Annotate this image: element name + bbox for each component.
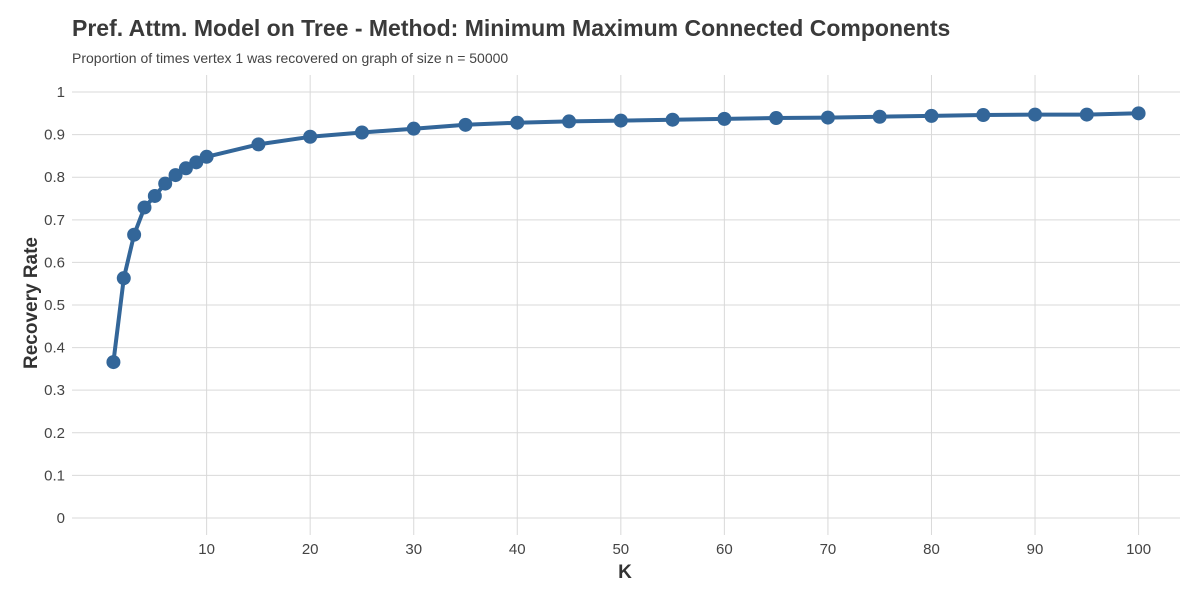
y-tick-label: 0.1 — [44, 467, 65, 484]
data-point — [189, 155, 204, 170]
x-tick-label: 30 — [405, 541, 422, 558]
chart-subtitle: Proportion of times vertex 1 was recover… — [72, 50, 509, 66]
data-point — [147, 188, 162, 203]
y-tick-label: 0.9 — [44, 127, 65, 144]
data-point — [458, 117, 473, 132]
data-point — [106, 355, 121, 370]
y-tick-label: 0.8 — [44, 169, 65, 186]
y-tick-labels: 0 0.1 0.2 0.3 0.4 0.5 0.6 0.7 0.8 0.9 1 — [44, 84, 65, 527]
data-point — [665, 112, 680, 127]
data-point — [1131, 106, 1146, 121]
data-point — [158, 176, 173, 191]
data-point — [303, 129, 318, 144]
data-point — [178, 161, 193, 176]
y-tick-label: 0.4 — [44, 340, 65, 357]
x-tick-label: 100 — [1126, 541, 1151, 558]
x-tick-label: 40 — [509, 541, 526, 558]
data-point — [137, 200, 152, 215]
series-line — [111, 111, 1141, 365]
x-tick-label: 10 — [198, 541, 215, 558]
data-point — [116, 271, 131, 286]
x-tick-label: 20 — [302, 541, 319, 558]
x-tick-label: 90 — [1027, 541, 1044, 558]
data-points — [106, 106, 1146, 370]
data-point — [613, 113, 628, 128]
data-point — [1028, 107, 1043, 122]
y-tick-label: 0.6 — [44, 254, 65, 271]
data-point — [1079, 107, 1094, 122]
y-tick-label: 0 — [57, 510, 65, 527]
data-point — [127, 227, 142, 242]
data-point — [924, 108, 939, 123]
data-point — [251, 137, 266, 152]
data-point — [168, 168, 183, 183]
data-point — [872, 109, 887, 124]
data-point — [769, 111, 784, 126]
y-tick-label: 0.7 — [44, 212, 65, 229]
y-tick-label: 0.2 — [44, 425, 65, 442]
x-tick-labels: 10 20 30 40 50 60 70 80 90 100 — [198, 541, 1151, 558]
grid — [72, 75, 1180, 535]
data-point — [820, 110, 835, 125]
data-point — [199, 149, 214, 164]
x-axis-title: K — [618, 562, 632, 583]
y-tick-label: 0.3 — [44, 382, 65, 399]
x-tick-label: 60 — [716, 541, 733, 558]
y-tick-label: 1 — [57, 84, 65, 101]
data-point — [354, 125, 369, 140]
y-tick-label: 0.5 — [44, 297, 65, 314]
x-tick-label: 70 — [820, 541, 837, 558]
data-point — [406, 121, 421, 136]
data-point — [562, 114, 577, 129]
x-tick-label: 80 — [923, 541, 940, 558]
x-tick-label: 50 — [612, 541, 629, 558]
chart-title: Pref. Attm. Model on Tree - Method: Mini… — [72, 15, 951, 41]
data-point — [510, 115, 525, 130]
data-point — [976, 108, 991, 123]
y-axis-title: Recovery Rate — [21, 237, 42, 369]
data-point — [717, 111, 732, 126]
